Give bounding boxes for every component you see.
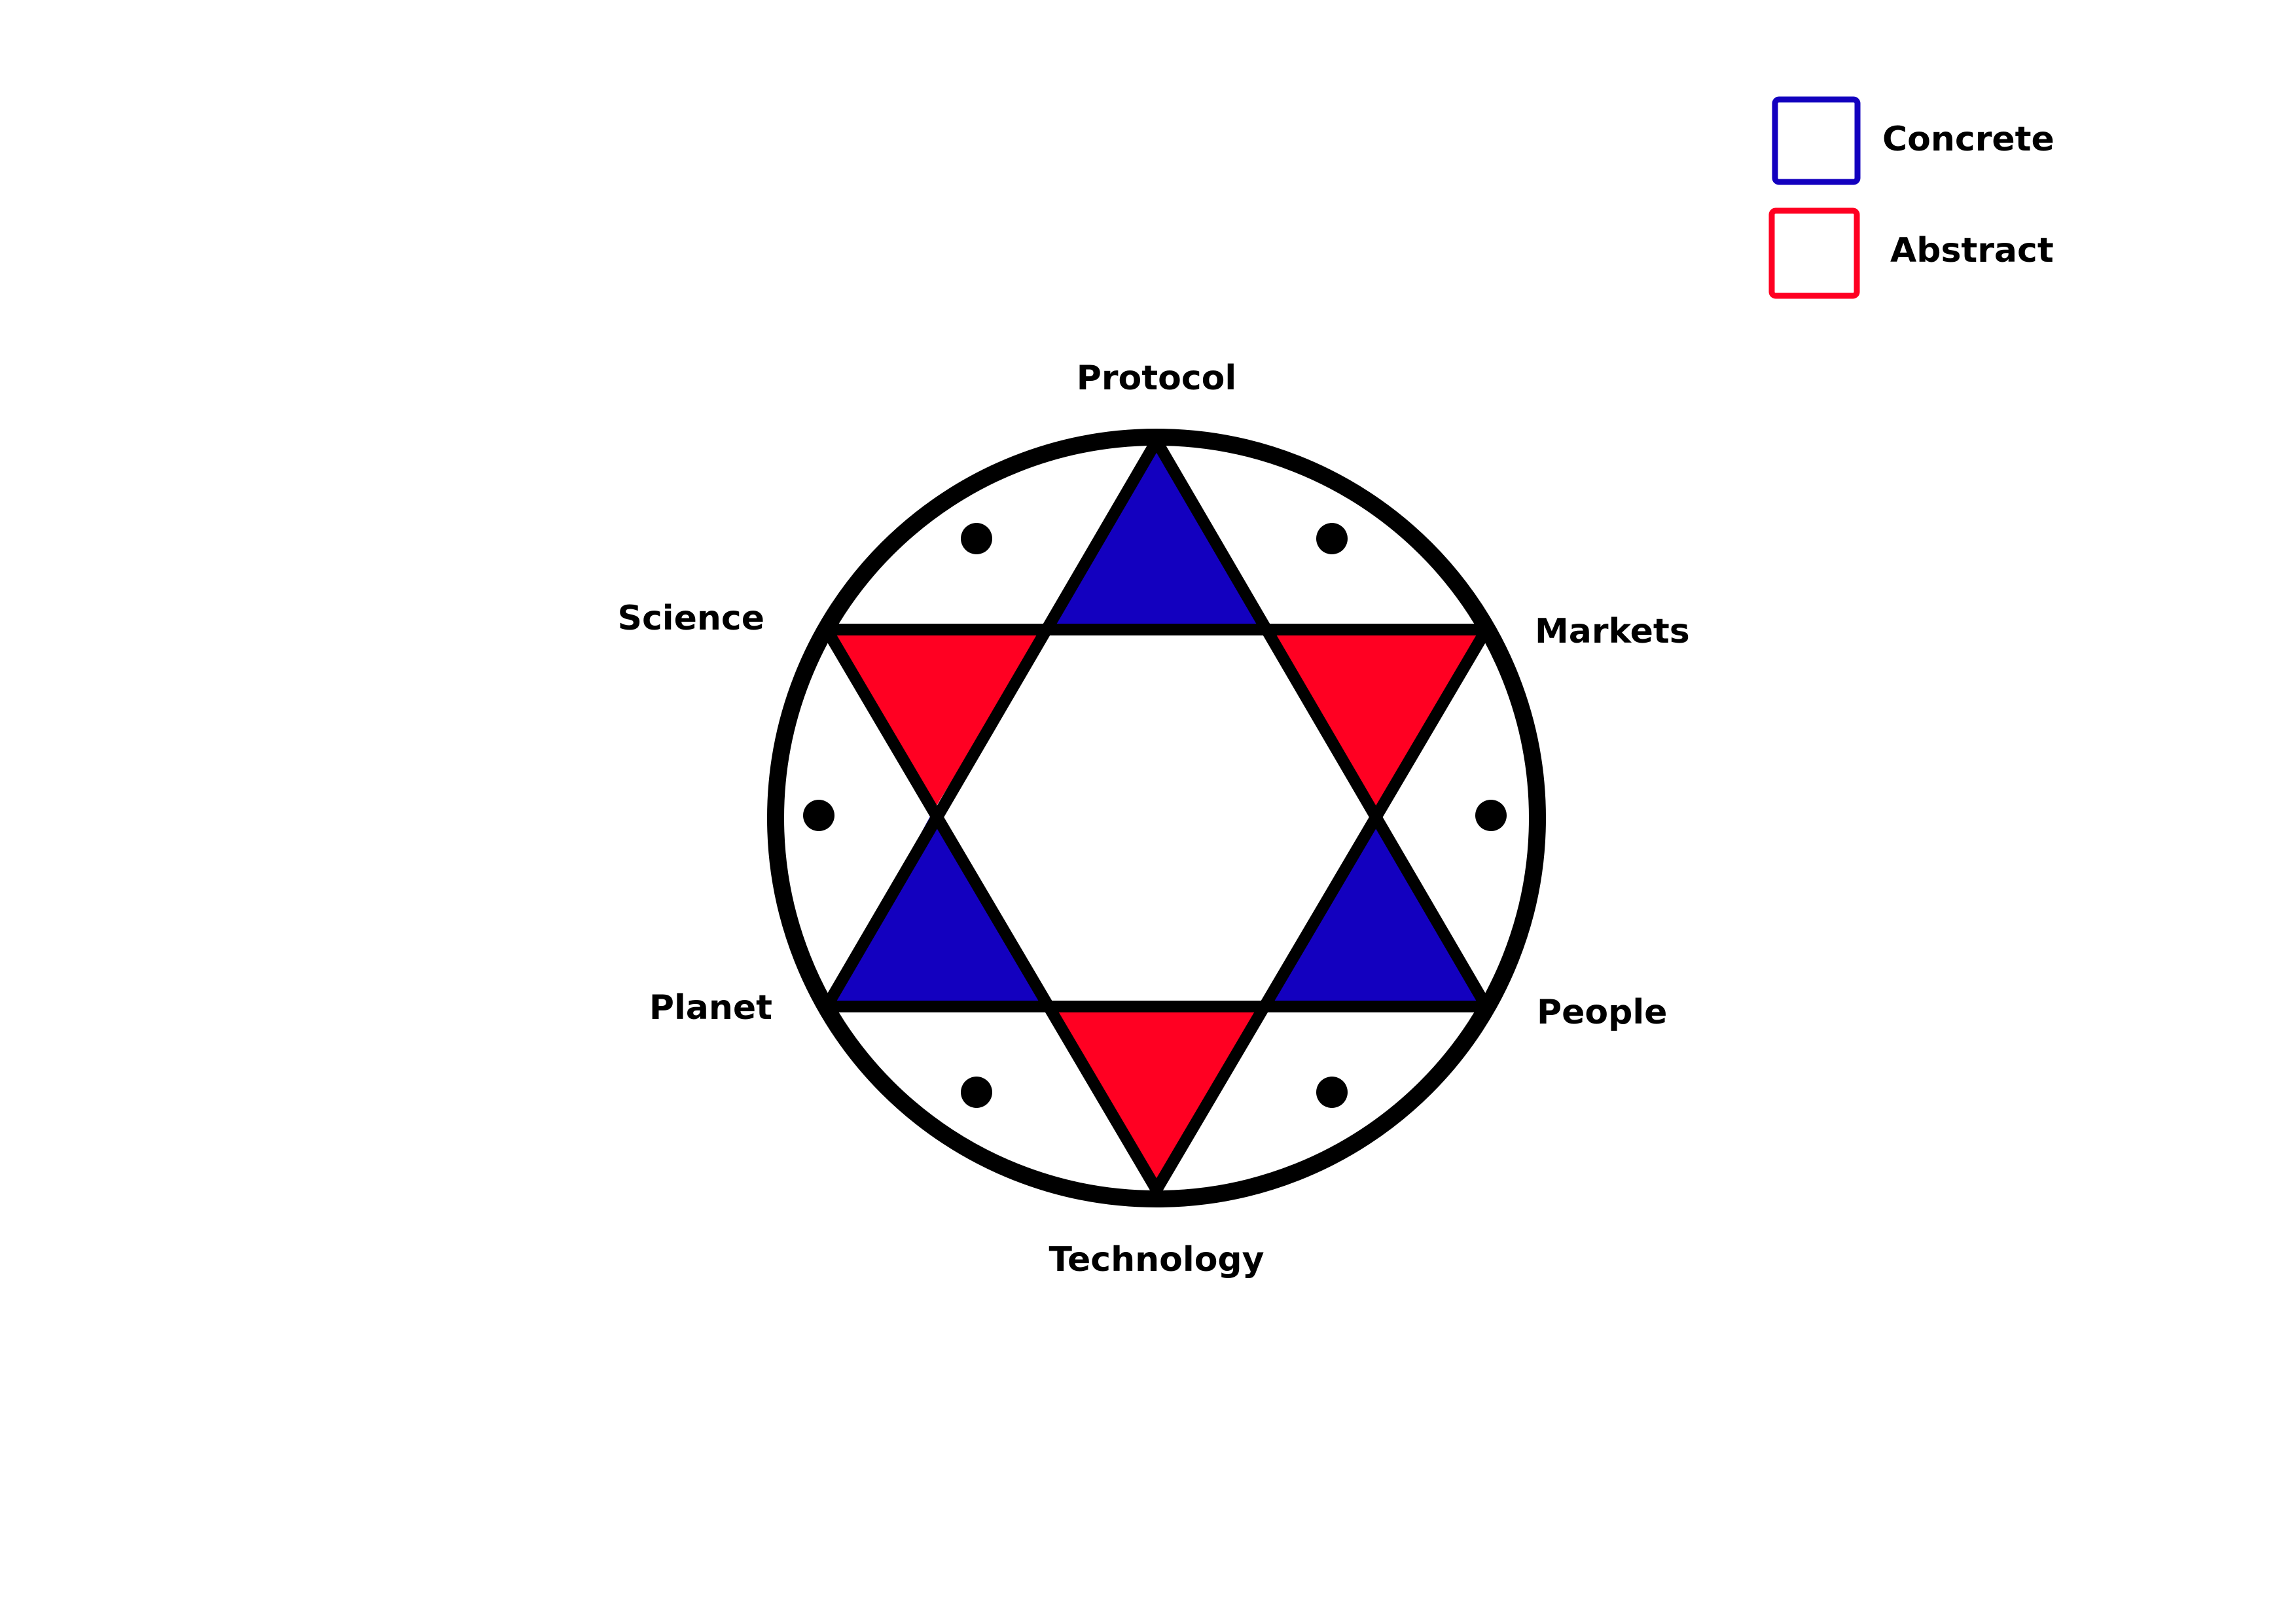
dot-right — [1475, 800, 1507, 831]
dot-left — [803, 800, 834, 831]
triangle-markets — [1269, 630, 1486, 814]
node-label-planet: Planet — [649, 988, 772, 1027]
triangle-planet — [827, 814, 1044, 1007]
triangle-people — [1269, 814, 1486, 1007]
downward-triangle-outline — [821, 624, 1492, 1196]
legend-concrete-swatch — [1772, 96, 1861, 185]
upward-triangle-outline — [821, 435, 1492, 1012]
dot-upper-right — [1316, 523, 1348, 554]
node-label-science: Science — [618, 599, 764, 638]
legend: Concrete Abstract — [1768, 96, 2054, 299]
dot-lower-right — [1316, 1077, 1348, 1108]
node-labels: Protocol Science Markets Planet People T… — [618, 359, 1690, 1279]
dots — [803, 523, 1507, 1108]
triangle-protocol — [1044, 441, 1269, 630]
node-label-protocol: Protocol — [1077, 359, 1236, 398]
node-label-markets: Markets — [1535, 612, 1690, 651]
node-label-people: People — [1537, 993, 1667, 1032]
legend-concrete-label: Concrete — [1882, 120, 2054, 159]
node-label-technology: Technology — [1049, 1240, 1264, 1279]
dot-lower-left — [961, 1077, 992, 1108]
dot-upper-left — [961, 523, 992, 554]
legend-abstract-label: Abstract — [1890, 231, 2054, 270]
legend-abstract-swatch — [1768, 207, 1860, 299]
colored-triangles — [827, 441, 1486, 1190]
hexagram-outline — [821, 435, 1492, 1196]
triangle-science — [827, 630, 1044, 814]
triangle-technology — [1044, 1007, 1269, 1190]
